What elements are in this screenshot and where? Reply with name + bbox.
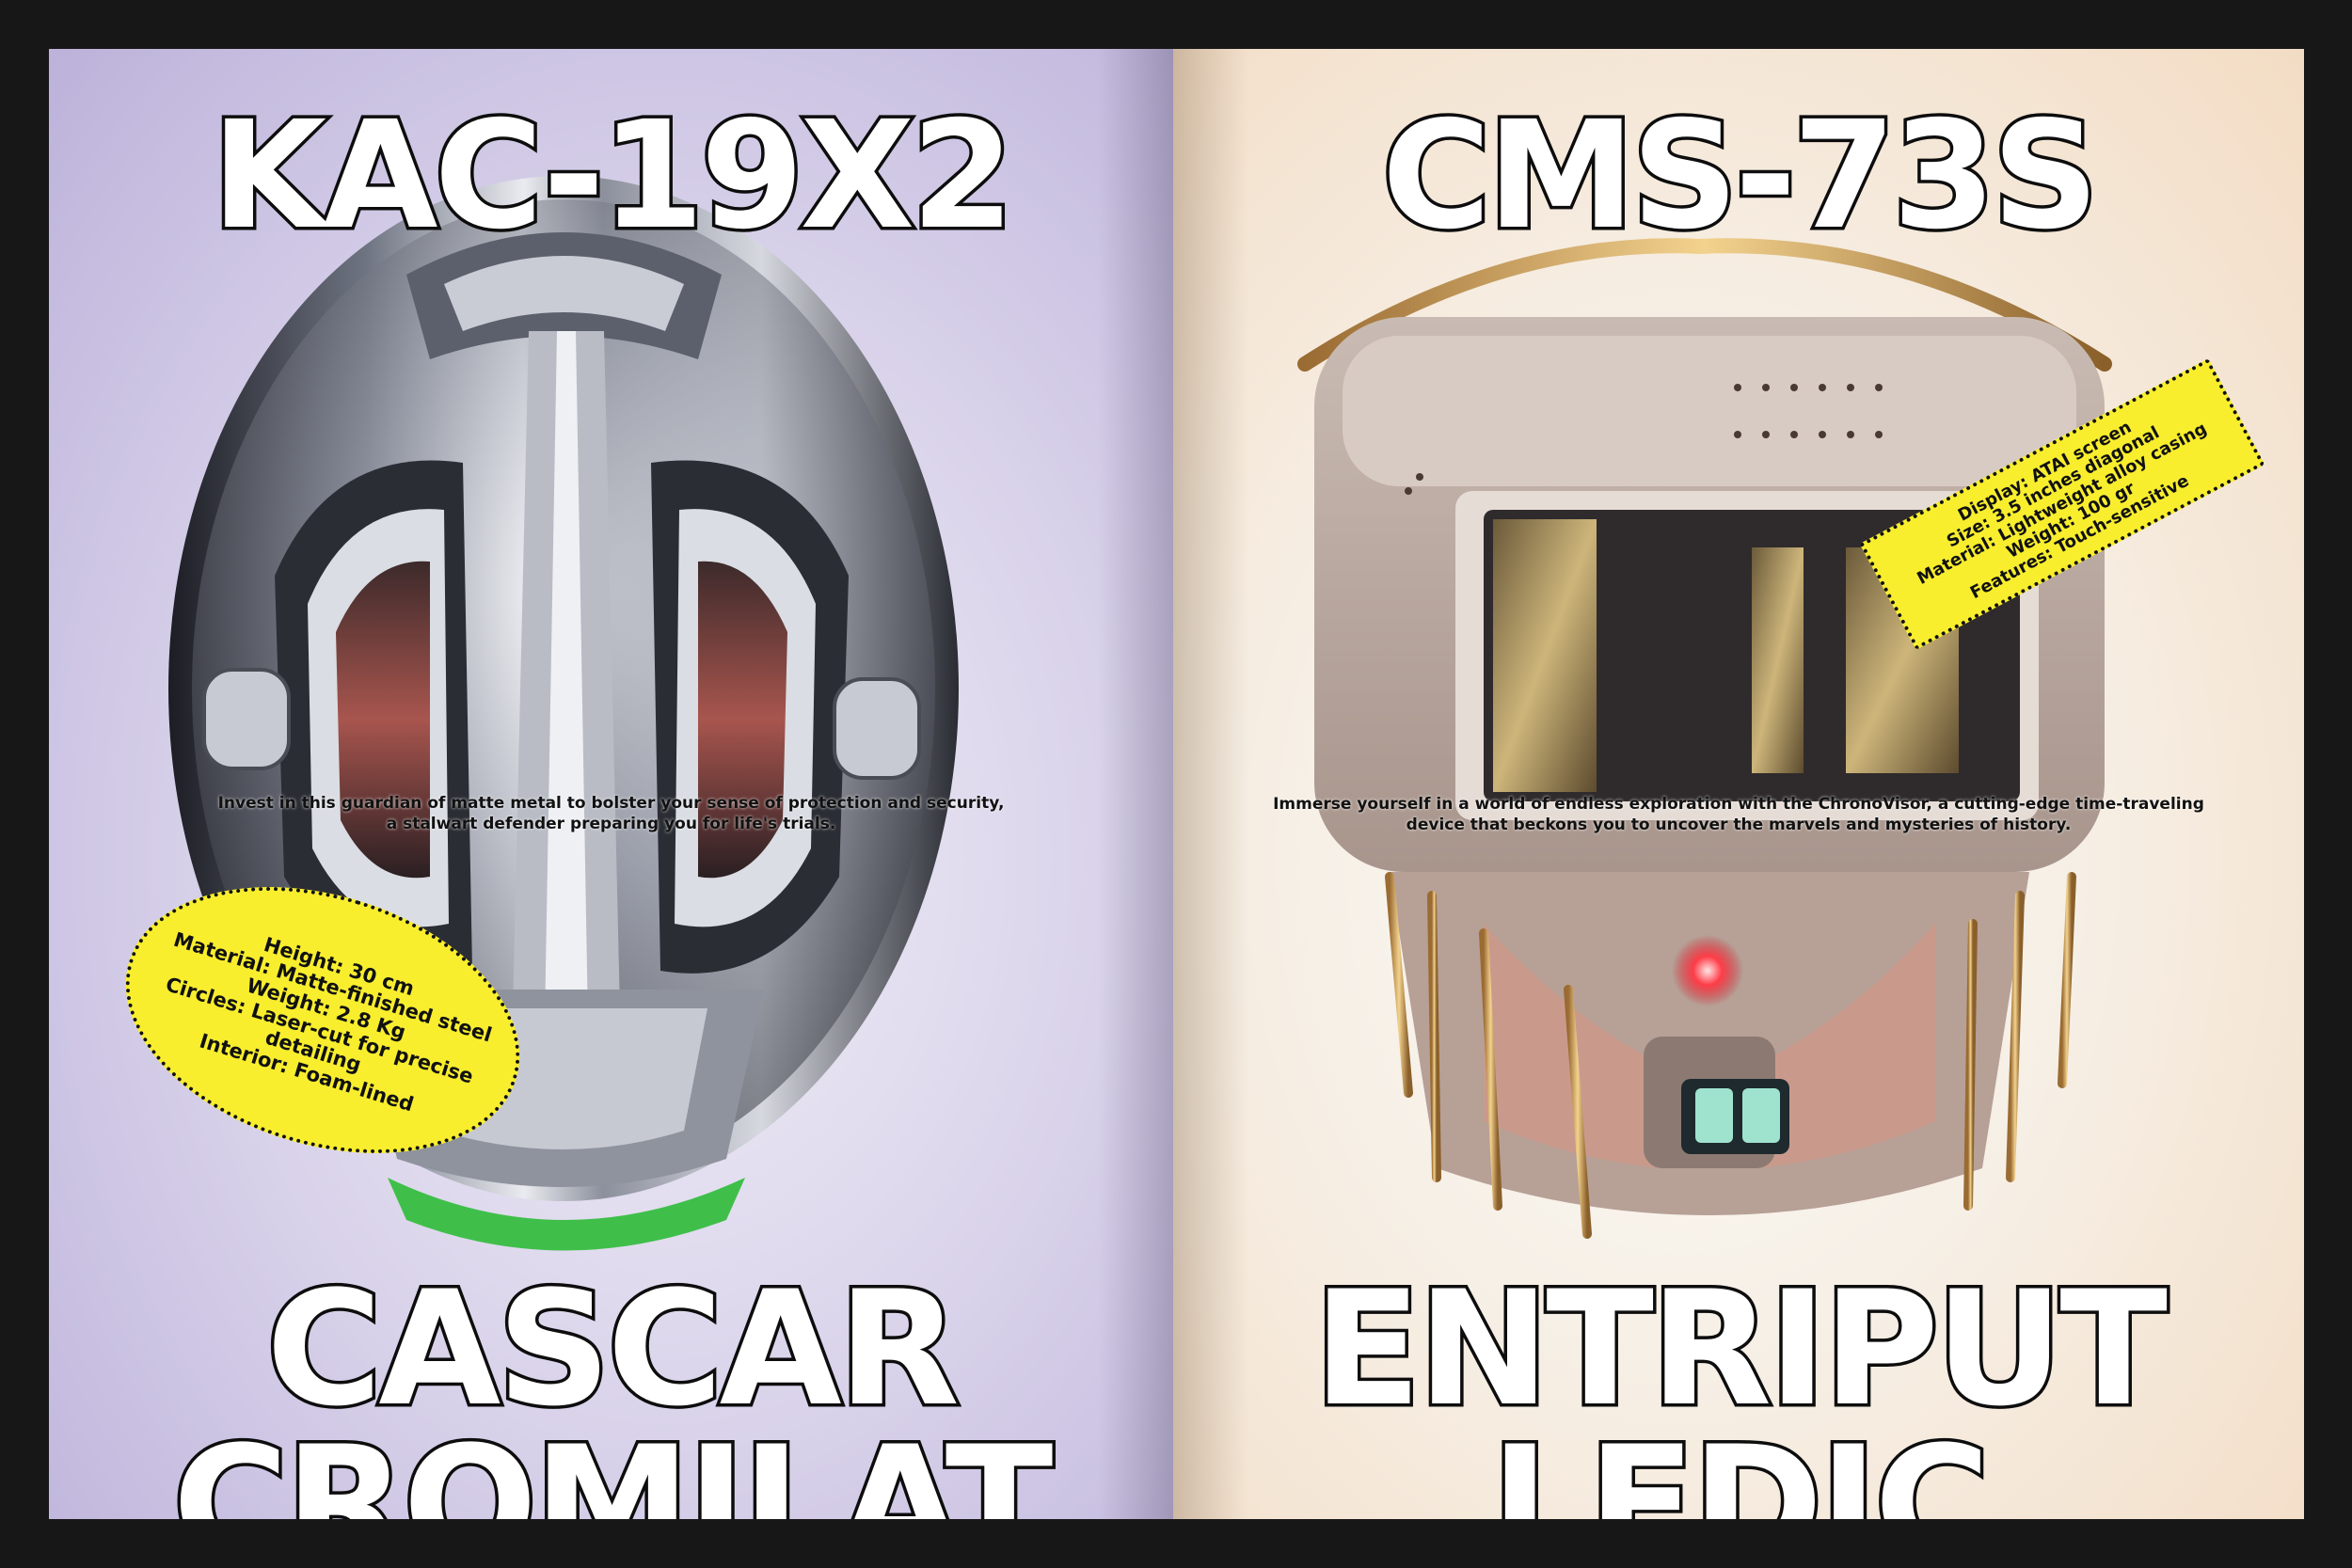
chrome-helmet-illustration	[168, 176, 959, 1251]
product-blurb-right: Immerse yourself in a world of endless e…	[1273, 795, 2204, 835]
right-page: CMS-73S Immerse yourself in a world of e…	[1173, 49, 2304, 1519]
chronovisor-device-illustration	[1297, 238, 2112, 1239]
product-name-right: ENTRIPUT LEDIC	[1311, 1257, 2171, 1519]
left-page: KAC-19X2 Invest in this guardian of matt…	[49, 49, 1173, 1519]
product-blurb-left: Invest in this guardian of matte metal t…	[217, 794, 1005, 834]
product-name-left: CASCAR CROMILAT	[169, 1257, 1057, 1519]
gutter-shadow	[1173, 49, 1248, 1519]
product-code-right: CMS-73S	[1378, 89, 2102, 262]
gutter-shadow	[1098, 49, 1173, 1519]
product-code-left: KAC-19X2	[208, 89, 1018, 262]
